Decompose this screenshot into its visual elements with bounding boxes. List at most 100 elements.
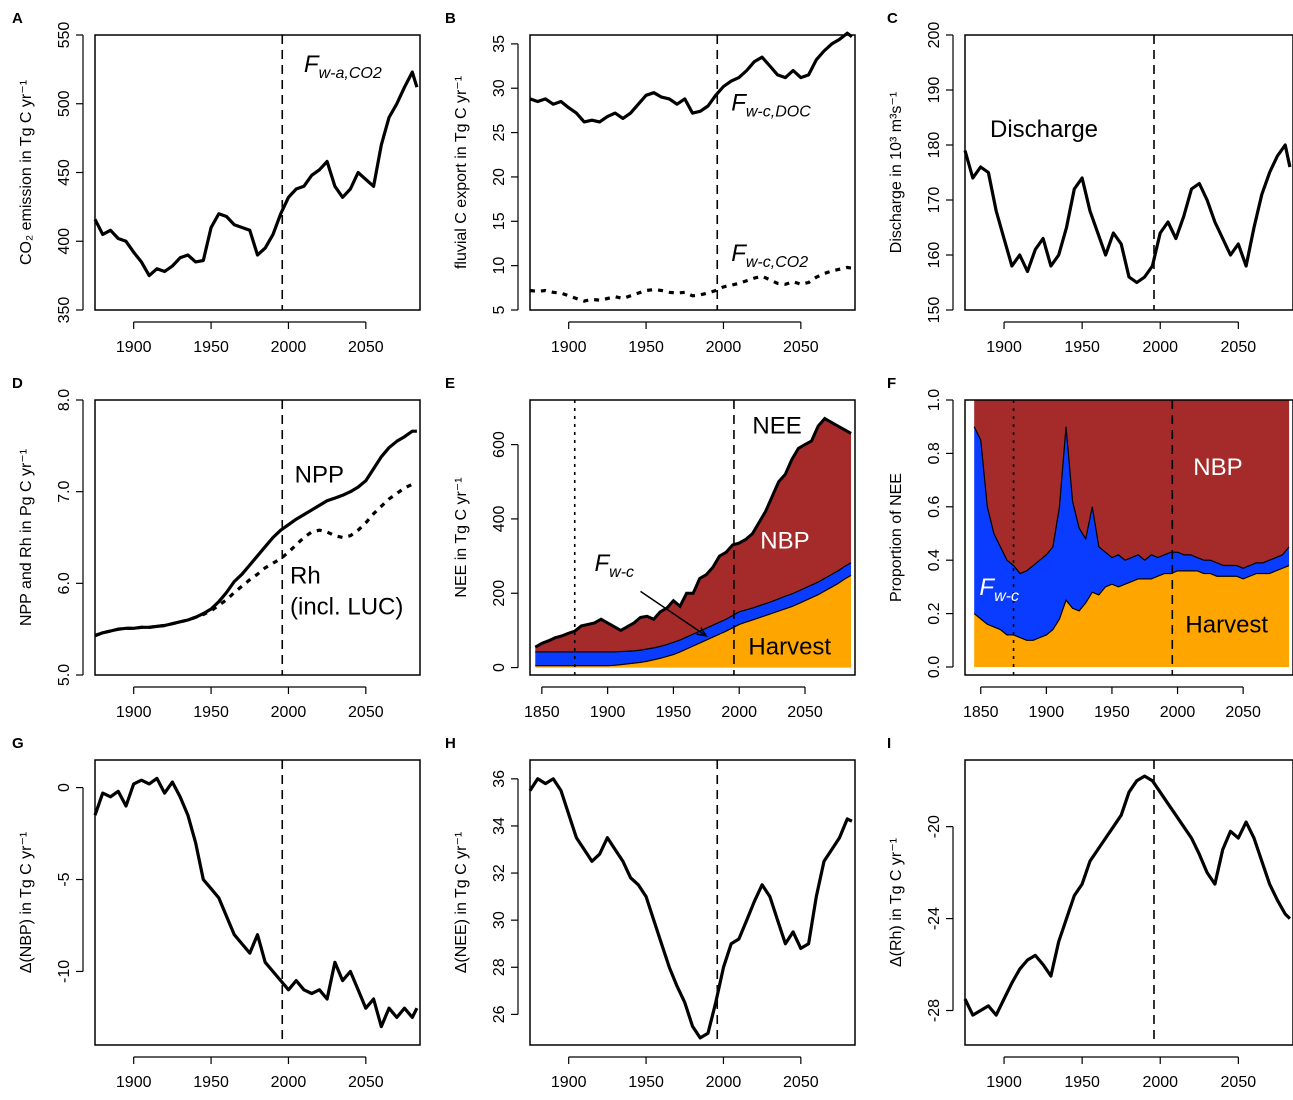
x-tick-label: 1900 (986, 339, 1022, 356)
panel-a: A 1900 1950 2000 2050 350 400 450 500 550 CO₂ emis… (12, 10, 421, 356)
y-tick-label: 150 (926, 297, 943, 324)
harvest-boundary (535, 574, 852, 667)
panel-letter: A (12, 10, 23, 27)
series-line-0 (963, 774, 1292, 1017)
annotation-label: NBP (1193, 454, 1242, 481)
x-axis: 1900 1950 2000 2050 (551, 321, 819, 356)
y-tick-label: 5 (491, 305, 508, 314)
annotation-label: (incl. LUC) (290, 594, 403, 621)
series-line-0 (529, 31, 853, 124)
annotation-label: Fw-c,CO2 (731, 240, 808, 271)
y-axis: 5 10 15 20 25 30 35 (491, 35, 519, 314)
x-tick-label: 2000 (1142, 339, 1178, 356)
y-tick-label: 600 (491, 431, 508, 458)
y-tick-label: 25 (491, 124, 508, 142)
annotation-label: NEE (752, 412, 801, 439)
fwc-area (535, 562, 852, 666)
panel-letter: B (445, 10, 456, 27)
y-axis-title: CO₂ emission in Tg C yr⁻¹ (18, 80, 35, 265)
x-tick-label: 2050 (787, 704, 823, 721)
y-axis-title: Δ(NBP) in Tg C yr⁻¹ (18, 832, 35, 974)
y-tick-label: 180 (926, 132, 943, 159)
x-tick-label: 2000 (271, 339, 307, 356)
nee-line (534, 416, 852, 649)
panel-letter: H (445, 735, 456, 752)
x-tick-label: 1950 (193, 1074, 229, 1091)
plot-frame (964, 399, 1293, 676)
plot-frame (94, 759, 421, 1046)
x-tick-label: 2050 (348, 339, 384, 356)
y-axis-title: NEE in Tg C yr⁻¹ (453, 477, 470, 597)
panel-letter: D (12, 375, 23, 392)
y-axis-title: fluvial C export in Tg C yr⁻¹ (453, 76, 470, 269)
x-axis: 1900 1950 2000 2050 (551, 1056, 819, 1091)
y-tick-label: 400 (491, 505, 508, 532)
y-tick-label: 36 (491, 770, 508, 788)
harvest-area (974, 565, 1290, 667)
panel-g: G 1900 1950 2000 2050 -10 -5 0 Δ(NBP) in Tg C yr… (12, 735, 421, 1091)
y-axis-title: Δ(NEE) in Tg C yr⁻¹ (453, 832, 470, 974)
y-tick-label: 26 (491, 1005, 508, 1023)
x-tick-label: 2000 (706, 1074, 742, 1091)
x-tick-label: 1900 (986, 1074, 1022, 1091)
x-tick-label: 2000 (271, 1074, 307, 1091)
panel-letter: F (887, 375, 896, 392)
x-tick-label: 1950 (1094, 704, 1130, 721)
series-line-1 (529, 265, 853, 303)
x-tick-label: 2000 (1160, 704, 1196, 721)
panel-letter: I (887, 735, 891, 752)
y-tick-label: 0.6 (926, 496, 943, 518)
y-tick-label: 450 (56, 159, 73, 186)
y-tick-label: 400 (56, 228, 73, 255)
annotation-label: Fw-c (594, 550, 634, 581)
y-tick-label: 550 (56, 22, 73, 49)
y-axis: 5.0 6.0 7.0 8.0 (56, 389, 84, 686)
x-axis: 1900 1950 2000 2050 (116, 1056, 384, 1091)
panel-c: C 1900 1950 2000 2050 150 160 170 180 190 200 Disch… (887, 10, 1293, 356)
series-line-0 (93, 70, 419, 278)
nbp-area (974, 400, 1290, 574)
fwc-boundary (973, 426, 1290, 575)
y-axis: -10 -5 0 (56, 783, 84, 983)
x-tick-label: 2000 (706, 339, 742, 356)
y-tick-label: 170 (926, 187, 943, 214)
arrow-line (640, 590, 707, 637)
y-axis-title: NPP and Rh in Pg C yr⁻¹ (18, 449, 35, 626)
y-tick-label: 200 (926, 22, 943, 49)
panel-h: H 1900 1950 2000 2050 26 28 30 32 34 36 Δ(NEE) in T… (445, 735, 856, 1091)
panel-f: F 1850 1900 1950 2000 2050 0.0 0.2 0.4 0.6 0.8 1.0 P… (887, 375, 1293, 721)
x-tick-label: 1900 (1029, 704, 1065, 721)
x-tick-label: 1950 (656, 704, 692, 721)
y-axis-title: Discharge in 10³ m³s⁻¹ (888, 92, 905, 253)
x-tick-label: 1950 (628, 339, 664, 356)
y-axis: 26 28 30 32 34 36 (491, 770, 519, 1023)
x-tick-label: 2050 (348, 1074, 384, 1091)
x-axis: 1900 1950 2000 2050 (116, 321, 384, 356)
y-tick-label: 0.0 (926, 656, 943, 678)
y-tick-label: -10 (56, 960, 73, 983)
y-axis: 0.0 0.2 0.4 0.6 0.8 1.0 (926, 389, 954, 678)
x-tick-label: 1850 (963, 704, 999, 721)
y-tick-label: 350 (56, 297, 73, 324)
y-tick-label: 15 (491, 212, 508, 230)
series-line-0 (963, 143, 1292, 285)
series-line-0 (528, 777, 853, 1040)
panel-e: E 1850 1900 1950 2000 2050 0 200 400 600 NEE in Tg… (445, 375, 856, 721)
x-axis: 1850 1900 1950 2000 2050 (524, 686, 823, 721)
y-axis-title: Δ(Rh) in Tg C yr⁻¹ (888, 838, 905, 967)
x-tick-label: 1950 (1064, 339, 1100, 356)
x-axis: 1900 1950 2000 2050 (986, 321, 1256, 356)
y-tick-label: -28 (926, 999, 943, 1022)
y-tick-label: 1.0 (926, 389, 943, 411)
x-tick-label: 1900 (551, 339, 587, 356)
y-tick-label: 7.0 (56, 480, 73, 502)
x-tick-label: 2000 (271, 704, 307, 721)
x-tick-label: 1900 (590, 704, 626, 721)
y-tick-label: 30 (491, 911, 508, 929)
x-tick-label: 1900 (116, 704, 152, 721)
plot-frame (94, 399, 421, 676)
x-tick-label: 1900 (116, 339, 152, 356)
x-tick-label: 1900 (551, 1074, 587, 1091)
series-line-0 (93, 776, 419, 1029)
y-tick-label: -24 (926, 907, 943, 930)
